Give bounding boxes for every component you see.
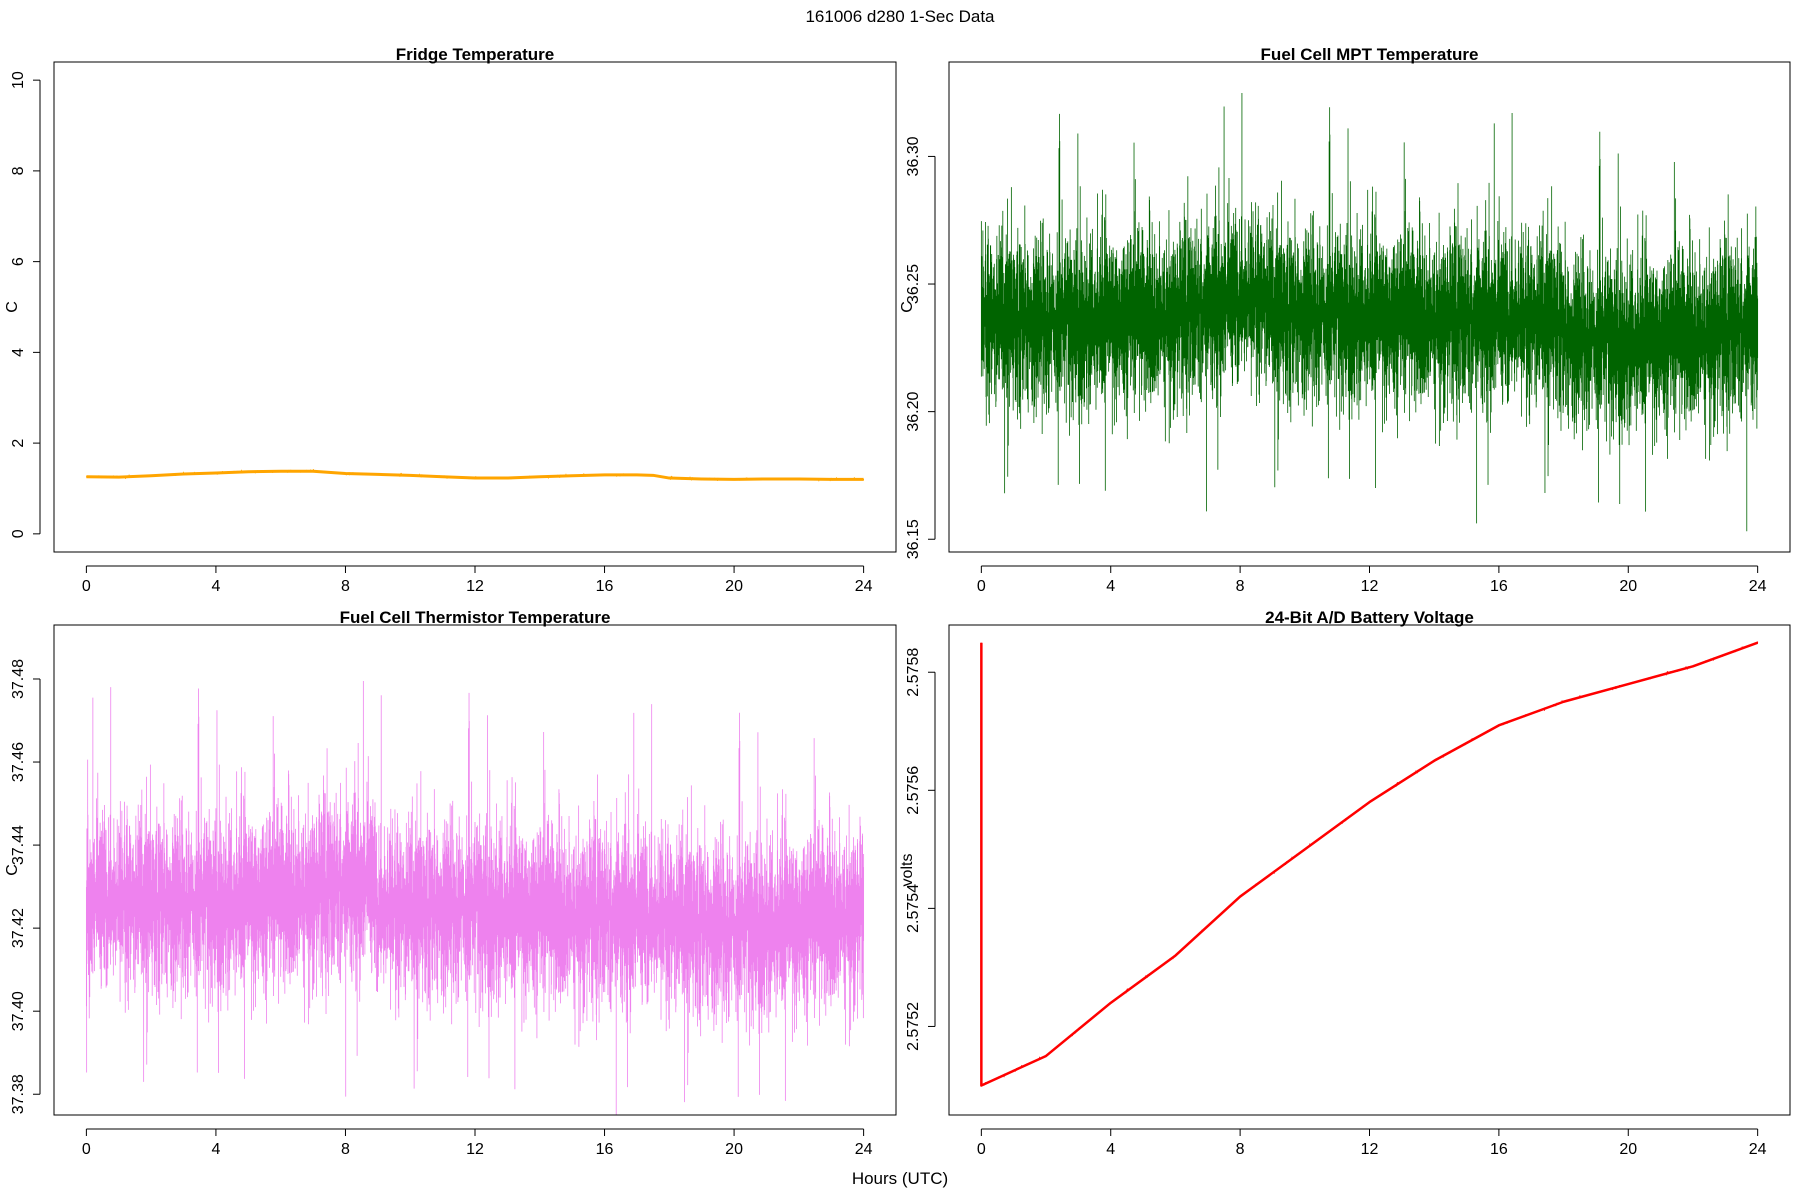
x-tick-label: 4 <box>211 1141 220 1158</box>
series-noise <box>85 681 865 1115</box>
plot-frame <box>53 624 897 1116</box>
plot-frame <box>948 61 1791 553</box>
chart-panel: 24-Bit A/D Battery Voltage 0 4 8 12 16 20 24 2.5… <box>899 608 1791 1158</box>
x-tick-label: 16 <box>596 578 614 595</box>
y-tick-label: 10 <box>10 71 27 89</box>
y-tick-label: 37.48 <box>10 659 27 699</box>
y-axis-label: C <box>4 301 21 313</box>
y-tick-label: 36.25 <box>905 264 922 304</box>
y-tick-label: 37.44 <box>10 825 27 865</box>
x-tick-label: 8 <box>1236 578 1245 595</box>
x-tick-label: 4 <box>211 578 220 595</box>
y-tick-label: 2.5754 <box>905 884 922 933</box>
y-tick-label: 37.38 <box>10 1074 27 1114</box>
chart-panel: Fuel Cell Thermistor Temperature 0 4 8 12 16 2… <box>4 608 897 1158</box>
x-tick-label: 24 <box>1749 1141 1767 1158</box>
x-tick-label: 20 <box>725 578 743 595</box>
series-noise <box>980 93 1759 532</box>
y-tick-label: 2.5752 <box>905 1002 922 1051</box>
x-tick-label: 0 <box>82 1141 91 1158</box>
y-tick-label: 2 <box>10 439 27 448</box>
series-line <box>980 641 1759 1087</box>
panel-title: Fuel Cell MPT Temperature <box>1261 45 1479 64</box>
plot-frame <box>53 61 897 553</box>
series-line <box>86 885 864 930</box>
x-tick-label: 8 <box>1236 1141 1245 1158</box>
x-tick-label: 24 <box>1749 578 1767 595</box>
x-tick-label: 12 <box>1361 578 1379 595</box>
series-noise <box>980 641 1759 1086</box>
y-tick-label: 0 <box>10 529 27 538</box>
x-tick-label: 16 <box>1490 1141 1508 1158</box>
x-tick-label: 20 <box>1619 578 1637 595</box>
y-tick-label: 37.40 <box>10 991 27 1031</box>
y-tick-label: 37.46 <box>10 742 27 782</box>
x-axis-label: Hours (UTC) <box>851 1169 949 1188</box>
y-tick-label: 8 <box>10 166 27 175</box>
y-tick-label: 2.5758 <box>905 648 922 697</box>
x-tick-label: 4 <box>1106 578 1115 595</box>
y-axis-label: C <box>899 301 916 313</box>
x-tick-label: 24 <box>855 1141 873 1158</box>
x-tick-label: 8 <box>341 578 350 595</box>
x-tick-label: 0 <box>977 578 986 595</box>
plot-frame <box>948 624 1791 1116</box>
x-tick-label: 20 <box>725 1141 743 1158</box>
x-tick-label: 12 <box>466 1141 484 1158</box>
y-tick-label: 4 <box>10 348 27 357</box>
y-tick-label: 2.5756 <box>905 766 922 815</box>
x-tick-label: 16 <box>1490 578 1508 595</box>
y-tick-label: 6 <box>10 257 27 266</box>
y-axis-label: volts <box>899 854 916 887</box>
chart-panel: Fuel Cell MPT Temperature 0 4 8 12 16 20 24 36.1… <box>899 45 1791 595</box>
x-tick-label: 12 <box>1361 1141 1379 1158</box>
y-tick-label: 36.15 <box>905 519 922 559</box>
y-axis-label: C <box>4 864 21 876</box>
x-tick-label: 8 <box>341 1141 350 1158</box>
panel-title: Fridge Temperature <box>396 45 554 64</box>
panel-title: 24-Bit A/D Battery Voltage <box>1265 608 1474 627</box>
x-tick-label: 20 <box>1619 1141 1637 1158</box>
series-line <box>86 469 864 481</box>
y-tick-label: 36.20 <box>905 392 922 432</box>
x-tick-label: 0 <box>82 578 91 595</box>
figure-title: 161006 d280 1-Sec Data <box>805 7 995 26</box>
x-tick-label: 4 <box>1106 1141 1115 1158</box>
y-tick-label: 36.30 <box>905 136 922 176</box>
panel-title: Fuel Cell Thermistor Temperature <box>340 608 611 627</box>
x-tick-label: 24 <box>855 578 873 595</box>
x-tick-label: 16 <box>596 1141 614 1158</box>
x-tick-label: 0 <box>977 1141 986 1158</box>
series-line <box>981 297 1758 342</box>
x-tick-label: 12 <box>466 578 484 595</box>
y-tick-label: 37.42 <box>10 908 27 948</box>
